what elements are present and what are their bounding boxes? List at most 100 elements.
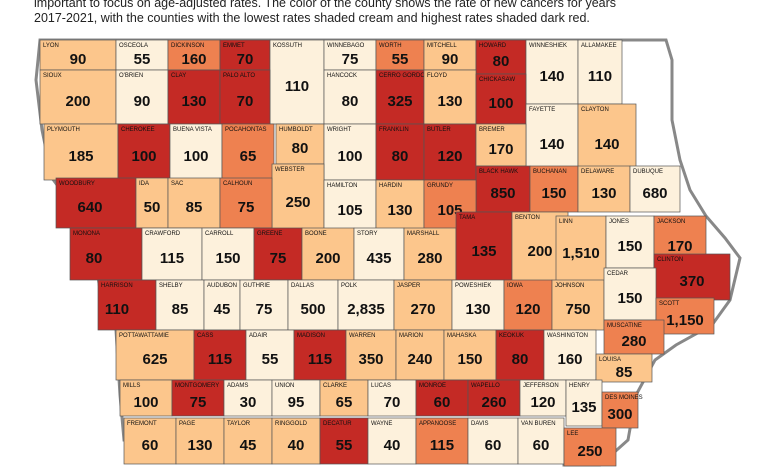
county-name: CALHOUN [223, 181, 252, 187]
county-name: LUCAS [371, 383, 391, 389]
county-fill [519, 379, 567, 417]
county-name: LEE [567, 431, 578, 437]
county-fill [271, 163, 325, 233]
county-fill [577, 103, 637, 177]
county-hardin: HARDIN 130 [375, 179, 425, 233]
county-polk: POLK 2,835 [337, 279, 395, 331]
county-lee: LEE 250 [563, 427, 617, 467]
county-cherokee: CHEROKEE 100 [117, 123, 171, 181]
county-value: 80 [292, 140, 309, 157]
county-fill [141, 227, 203, 281]
county-appanoose: APPANOOSE 115 [415, 417, 469, 465]
county-bremer: BREMER 170 [475, 123, 527, 167]
county-fill [337, 279, 395, 331]
county-name: WARREN [349, 333, 375, 339]
county-name: JASPER [397, 283, 421, 289]
county-value: 85 [616, 364, 633, 381]
county-des-moines: DES MOINES 300 [601, 391, 643, 429]
county-henry: HENRY 135 [565, 379, 603, 427]
county-name: LINN [559, 219, 573, 225]
county-name: FRANKLIN [379, 127, 409, 133]
county-fill [443, 329, 497, 381]
county-name: DAVIS [471, 421, 489, 427]
county-value: 500 [300, 301, 325, 318]
county-value: 150 [215, 250, 240, 267]
county-value: 120 [530, 394, 555, 411]
county-adams: ADAMS 30 [223, 379, 273, 417]
county-name: BENTON [515, 215, 540, 221]
county-value: 200 [315, 250, 340, 267]
county-name: MONTGOMERY [175, 383, 219, 389]
county-name: KOSSUTH [273, 43, 302, 49]
county-name: CHICKASAW [479, 77, 515, 83]
county-value: 680 [642, 185, 667, 202]
county-name: WORTH [379, 43, 402, 49]
county-name: MARSHALL [407, 231, 440, 237]
county-name: POTTAWATTAMIE [119, 333, 169, 339]
county-name: PALO ALTO [223, 73, 255, 79]
county-value: 100 [488, 95, 513, 112]
county-fill [555, 215, 607, 283]
county-name: CEDAR [607, 271, 629, 277]
county-jasper: JASPER 270 [393, 279, 453, 331]
county-value: 55 [134, 51, 151, 68]
county-fill [653, 253, 731, 301]
county-fill [43, 123, 119, 181]
county-carroll: CARROLL 150 [201, 227, 255, 281]
county-value: 135 [471, 243, 496, 260]
caption-line-2: 2017-2021, with the counties with the lo… [34, 11, 590, 25]
county-adair: ADAIR 55 [245, 329, 295, 381]
county-audubon: AUDUBON 45 [203, 279, 241, 331]
county-name: WEBSTER [275, 167, 305, 173]
county-value: 80 [512, 351, 529, 368]
county-value: 160 [181, 51, 206, 68]
county-value: 85 [186, 199, 203, 216]
county-fill [345, 329, 397, 381]
county-name: GUTHRIE [243, 283, 270, 289]
county-value: 130 [187, 437, 212, 454]
county-value: 110 [105, 301, 129, 318]
county-fill [605, 215, 655, 269]
county-worth: WORTH 55 [375, 39, 425, 71]
county-mills: MILLS 100 [119, 379, 173, 417]
county-story: STORY 435 [353, 227, 405, 281]
county-name: WINNEBAGO [327, 43, 365, 49]
county-mitchell: MITCHELL 90 [423, 39, 477, 71]
county-value: 625 [142, 351, 167, 368]
county-value: 115 [430, 437, 454, 454]
county-fill [167, 177, 221, 229]
county-name: BOONE [305, 231, 327, 237]
county-value: 850 [490, 185, 515, 202]
county-wayne: WAYNE 40 [367, 417, 417, 465]
county-linn: LINN 1,510 [555, 215, 607, 283]
county-name: POCAHONTAS [225, 127, 267, 133]
county-name: STORY [357, 231, 377, 237]
county-value: 370 [679, 273, 704, 290]
county-value: 75 [342, 51, 359, 68]
county-value: 80 [493, 53, 510, 70]
county-value: 280 [417, 250, 442, 267]
county-name: HARRISON [101, 283, 133, 289]
county-value: 40 [288, 437, 305, 454]
county-fill [603, 267, 657, 321]
county-o-brien: O'BRIEN 90 [115, 69, 169, 125]
county-butler: BUTLER 120 [423, 123, 477, 181]
county-fill [595, 353, 653, 383]
county-value: 130 [465, 301, 490, 318]
county-fill [175, 417, 225, 465]
county-fill [525, 39, 579, 105]
county-lucas: LUCAS 70 [367, 379, 417, 417]
county-value: 100 [133, 394, 158, 411]
county-fill [367, 379, 417, 417]
county-name: POWESHIEK [455, 283, 491, 289]
county-name: DES MOINES [605, 395, 643, 401]
county-fill [275, 123, 325, 165]
county-value: 115 [208, 351, 232, 368]
county-value: 80 [342, 93, 359, 110]
county-name: CASS [197, 333, 213, 339]
county-value: 115 [160, 250, 184, 267]
county-shelby: SHELBY 85 [155, 279, 205, 331]
county-value: 75 [256, 301, 273, 318]
county-harrison: HARRISON 110 [97, 279, 157, 331]
